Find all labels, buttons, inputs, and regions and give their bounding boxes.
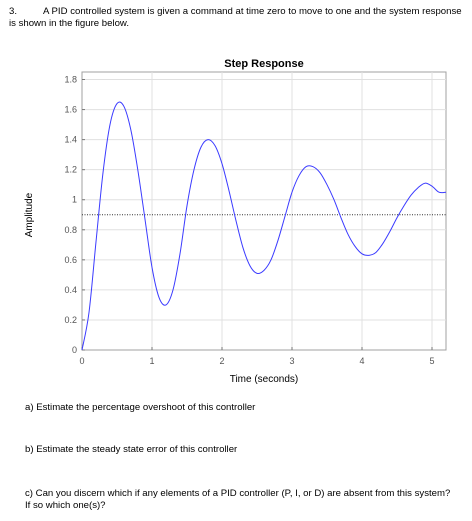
series-group — [81, 101, 447, 351]
y-axis-label: Amplitude — [24, 192, 35, 237]
step-response-chart: 0 1 2 3 4 5 0 0.2 0.4 0.6 0.8 1 1.2 1.4 1.6 1.8 Step Re… — [24, 58, 447, 385]
x-axis-label: Time (seconds) — [230, 374, 299, 385]
question-number: 3. — [9, 6, 18, 17]
step-response-line — [81, 101, 447, 351]
y-tick-label: 0.4 — [64, 285, 77, 295]
y-tick-label: 0.2 — [64, 315, 77, 325]
x-tick-label: 0 — [79, 356, 84, 366]
question-part-b: b) Estimate the steady state error of th… — [25, 444, 238, 455]
x-tick-label: 1 — [149, 356, 154, 366]
x-tick-label: 4 — [359, 356, 364, 366]
x-tick-label: 2 — [219, 356, 224, 366]
question-header: 3. A PID controlled system is given a com… — [9, 6, 465, 30]
y-tick-label: 1.2 — [64, 165, 77, 175]
x-tick-label: 3 — [289, 356, 294, 366]
plot-area — [81, 71, 447, 351]
x-tick-label: 5 — [429, 356, 434, 366]
y-tick-label: 1.6 — [64, 105, 77, 115]
axis-ticks: 0 1 2 3 4 5 0 0.2 0.4 0.6 0.8 1 1.2 1.4 1.6 1.8 — [64, 75, 434, 366]
question-part-a: a) Estimate the percentage overshoot of … — [25, 402, 256, 413]
y-tick-label: 1 — [72, 195, 77, 205]
y-tick-label: 0.6 — [64, 255, 77, 265]
y-tick-label: 1.8 — [64, 75, 77, 85]
y-tick-label: 0.8 — [64, 225, 77, 235]
chart-title: Step Response — [224, 58, 303, 70]
question-part-c: c) Can you discern which if any elements… — [25, 488, 451, 511]
y-tick-label: 1.4 — [64, 135, 77, 145]
y-tick-label: 0 — [72, 345, 77, 355]
question-text: A PID controlled system is given a comma… — [9, 6, 462, 29]
